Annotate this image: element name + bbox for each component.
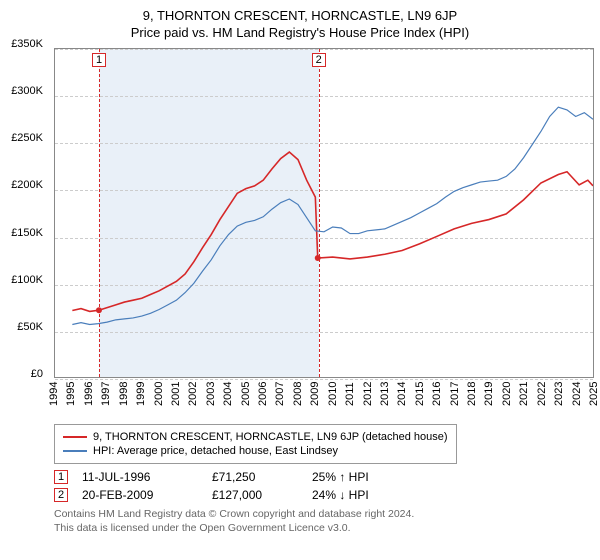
- y-tick-label: £300K: [3, 85, 43, 97]
- legend-label: HPI: Average price, detached house, East…: [93, 445, 338, 457]
- x-axis: 1994 1995 1996 1997 1998 1999 2000 2001 2002 2003…: [44, 380, 584, 428]
- sale-price: £127,000: [212, 488, 312, 502]
- x-tick-label: 2003: [205, 382, 217, 406]
- plot-svg: [55, 49, 593, 377]
- footnote-line: This data is licensed under the Open Gov…: [54, 522, 590, 536]
- vertical-marker-label: 1: [92, 53, 106, 67]
- sale-price: £71,250: [212, 470, 312, 484]
- y-tick-label: £0: [3, 368, 43, 380]
- y-tick-label: £250K: [3, 132, 43, 144]
- x-tick-label: 2002: [187, 382, 199, 406]
- legend-label: 9, THORNTON CRESCENT, HORNCASTLE, LN9 6J…: [93, 431, 448, 443]
- x-tick-label: 2007: [274, 382, 286, 406]
- y-tick-label: £350K: [3, 38, 43, 50]
- x-tick-label: 2021: [518, 382, 530, 406]
- sale-row-2: 2 20-FEB-2009 £127,000 24% ↓ HPI: [54, 488, 590, 502]
- marker-box-2: 2: [54, 488, 68, 502]
- x-tick-label: 2022: [536, 382, 548, 406]
- x-tick-label: 1995: [65, 382, 77, 406]
- x-tick-label: 1996: [83, 382, 95, 406]
- series-property: [72, 152, 593, 311]
- x-tick-label: 2011: [344, 382, 356, 406]
- legend-swatch-red: [63, 436, 87, 438]
- x-tick-label: 2004: [222, 382, 234, 406]
- vertical-marker-label: 2: [312, 53, 326, 67]
- sale-point: [315, 255, 321, 261]
- x-tick-label: 1997: [100, 382, 112, 406]
- x-tick-label: 2023: [553, 382, 565, 406]
- sale-delta: 25% ↑ HPI: [312, 470, 442, 484]
- legend-swatch-blue: [63, 450, 87, 452]
- x-tick-label: 2009: [309, 382, 321, 406]
- chart-title-subtitle: Price paid vs. HM Land Registry's House …: [10, 25, 590, 40]
- chart-title-address: 9, THORNTON CRESCENT, HORNCASTLE, LN9 6J…: [10, 8, 590, 23]
- y-tick-label: £100K: [3, 274, 43, 286]
- x-tick-label: 2008: [292, 382, 304, 406]
- legend-item-property: 9, THORNTON CRESCENT, HORNCASTLE, LN9 6J…: [63, 431, 448, 443]
- footnote: Contains HM Land Registry data © Crown c…: [54, 508, 590, 535]
- x-tick-label: 2013: [379, 382, 391, 406]
- sale-point: [96, 307, 102, 313]
- y-tick-label: £200K: [3, 179, 43, 191]
- x-tick-label: 2005: [240, 382, 252, 406]
- x-tick-label: 1998: [118, 382, 130, 406]
- x-tick-label: 1994: [48, 382, 60, 406]
- legend-item-hpi: HPI: Average price, detached house, East…: [63, 445, 448, 457]
- x-tick-label: 2012: [362, 382, 374, 406]
- series-hpi: [72, 107, 593, 324]
- y-tick-label: £50K: [3, 321, 43, 333]
- x-tick-label: 2016: [431, 382, 443, 406]
- x-tick-label: 2015: [414, 382, 426, 406]
- x-tick-label: 2006: [257, 382, 269, 406]
- chart-container: 9, THORNTON CRESCENT, HORNCASTLE, LN9 6J…: [0, 0, 600, 560]
- x-tick-label: 2017: [449, 382, 461, 406]
- plot-area: 12: [54, 48, 594, 378]
- x-tick-label: 2018: [466, 382, 478, 406]
- x-tick-label: 2024: [571, 382, 583, 406]
- footnote-line: Contains HM Land Registry data © Crown c…: [54, 508, 590, 522]
- x-tick-label: 1999: [135, 382, 147, 406]
- legend: 9, THORNTON CRESCENT, HORNCASTLE, LN9 6J…: [54, 424, 594, 464]
- y-axis: £0£50K£100K£150K£200K£250K£300K£350K: [0, 44, 44, 374]
- sale-row-1: 1 11-JUL-1996 £71,250 25% ↑ HPI: [54, 470, 590, 484]
- marker-box-1: 1: [54, 470, 68, 484]
- sale-date: 20-FEB-2009: [82, 488, 212, 502]
- y-tick-label: £150K: [3, 227, 43, 239]
- legend-box: 9, THORNTON CRESCENT, HORNCASTLE, LN9 6J…: [54, 424, 457, 464]
- x-tick-label: 2001: [170, 382, 182, 406]
- x-tick-label: 2014: [396, 382, 408, 406]
- x-tick-label: 2010: [327, 382, 339, 406]
- x-tick-label: 2019: [483, 382, 495, 406]
- x-tick-label: 2000: [153, 382, 165, 406]
- x-tick-label: 2020: [501, 382, 513, 406]
- sale-delta: 24% ↓ HPI: [312, 488, 442, 502]
- sale-data-rows: 1 11-JUL-1996 £71,250 25% ↑ HPI 2 20-FEB…: [54, 470, 590, 502]
- x-tick-label: 2025: [588, 382, 600, 406]
- sale-date: 11-JUL-1996: [82, 470, 212, 484]
